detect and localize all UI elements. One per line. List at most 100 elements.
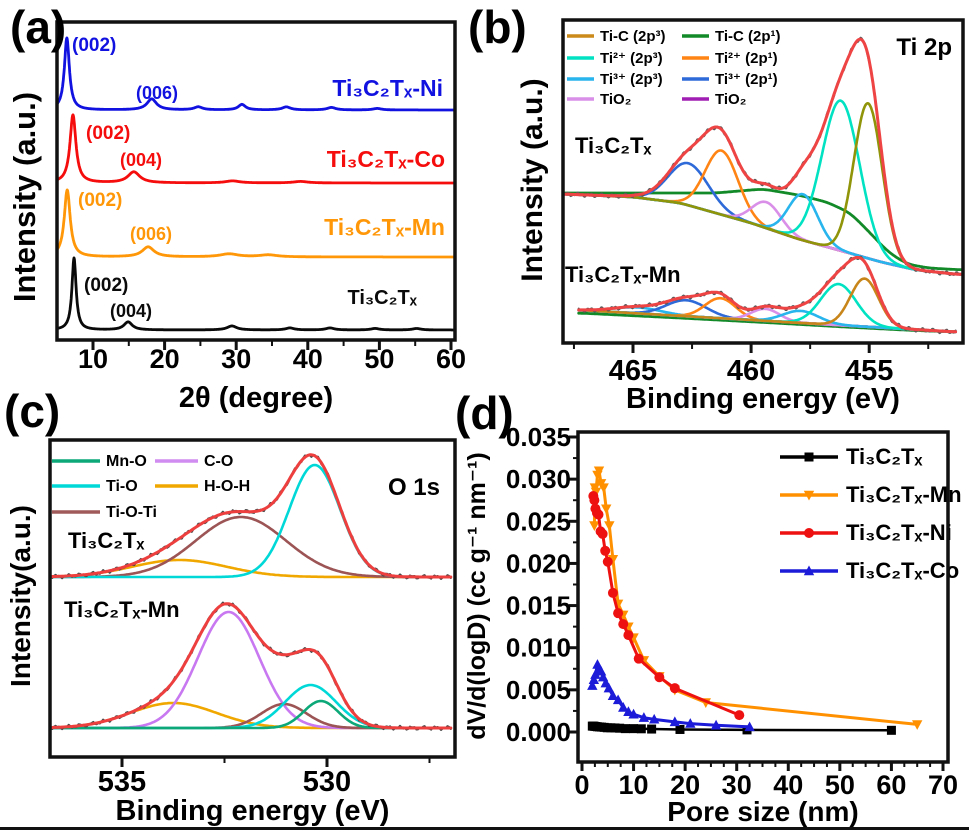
legend-label: TiO₂ (715, 91, 746, 108)
panel-c-corner-label: O 1s (387, 474, 440, 501)
marker-triangle-up (607, 690, 619, 700)
y-tick-label: 0.035 (506, 422, 571, 452)
panel-a-curves (57, 36, 455, 332)
marker-triangle-down (593, 466, 605, 477)
x-tick-label: 40 (293, 344, 323, 374)
peak-annotation: (004) (110, 301, 152, 321)
peak-annotation: (002) (84, 275, 128, 296)
marker-circle (734, 710, 745, 721)
data-series-line (590, 663, 752, 729)
legend-label: Ti-C (2p¹) (715, 28, 781, 45)
panel-a-label: (a) (10, 1, 67, 53)
marker-triangle-up (648, 713, 660, 724)
panel-b-x-axis-title: Binding energy (eV) (626, 383, 900, 415)
legend-label: Ti²⁺ (2p³) (600, 50, 663, 67)
panel-d-x-axis-title: Pore size (nm) (667, 796, 859, 827)
panel-b-y-axis-title: Intensity (a.u.) (516, 78, 549, 282)
legend-label: Ti³⁺ (2p³) (600, 71, 663, 88)
panel-b-label: (b) (468, 1, 527, 53)
x-tick-label: 70 (928, 770, 958, 800)
fit-component (563, 99, 963, 276)
legend-label: Ti-C (2p³) (600, 28, 666, 45)
panel-c-y-axis-title: Intensity(a.u.) (5, 505, 36, 688)
panel-c-axes: 535 530 Mn-O Ti-O Ti-O-Ti C-O H-O-H (52, 453, 431, 798)
panel-b-curves (563, 36, 963, 335)
x-tick-label: 30 (722, 770, 752, 800)
x-tick-label: 20 (150, 344, 180, 374)
x-tick-label: 460 (727, 355, 775, 387)
panel-a-axes: 10 20 30 40 50 60 (002) (006) (002) (004) (002) (00… (72, 35, 466, 374)
marker-triangle-down (589, 521, 600, 531)
marker-triangle-up (669, 716, 681, 727)
y-tick-label: 0.005 (506, 675, 571, 705)
legend-label: Ti₃C₂Tₓ-Ni (846, 520, 952, 545)
marker-square (636, 724, 646, 734)
marker-circle (669, 683, 680, 694)
peak-annotation: (002) (72, 35, 116, 56)
marker-triangle-up (710, 719, 722, 730)
data-series-line (591, 494, 741, 717)
fit-component (51, 515, 453, 579)
panel-d-y-axis-title: dV/d(logD) (cc g⁻¹ nm⁻¹) (463, 452, 491, 740)
y-tick-label: 0.020 (506, 548, 571, 578)
y-tick-label: 0.000 (506, 717, 571, 747)
marker-square (629, 724, 639, 734)
marker-circle (593, 509, 604, 520)
marker-circle (607, 587, 618, 598)
x-tick-label: 0 (574, 770, 589, 800)
data-series-line (592, 469, 919, 726)
marker-triangle-down (601, 504, 612, 515)
panel-a-y-axis-title: Intensity (a.u.) (7, 91, 42, 303)
marker-triangle-down (604, 521, 615, 531)
marker-square (804, 452, 814, 462)
marker-triangle-down (803, 490, 815, 501)
x-tick-label: 30 (221, 344, 251, 374)
marker-square (675, 724, 685, 734)
y-tick-label: 0.015 (506, 591, 571, 621)
marker-triangle-up (638, 712, 650, 722)
background-line-green (563, 188, 963, 272)
marker-triangle-up (588, 674, 600, 684)
marker-square (647, 724, 657, 734)
x-tick-label: 40 (773, 770, 803, 800)
peak-annotation: (004) (120, 150, 162, 170)
x-tick-label: 20 (670, 770, 700, 800)
x-tick-label: 465 (609, 355, 657, 387)
peak-annotation: (002) (86, 123, 130, 144)
legend-label: Ti²⁺ (2p¹) (715, 50, 778, 67)
panel-c-curves (50, 453, 453, 731)
legend-label: Ti₃C₂Tₓ (846, 444, 923, 469)
marker-circle (597, 528, 608, 539)
marker-triangle-up (590, 669, 601, 679)
marker-square (615, 723, 625, 733)
marker-circle (613, 608, 624, 619)
y-tick-label: 0.010 (506, 633, 571, 663)
panel-b-corner-label: Ti 2p (896, 34, 952, 61)
marker-triangle-up (685, 718, 696, 728)
series-label: Ti₃C₂Tₓ (347, 287, 417, 309)
legend-label: Ti-O (106, 478, 138, 495)
plot-frame (48, 438, 457, 759)
marker-triangle-up (618, 702, 629, 712)
marker-triangle-down (912, 720, 923, 730)
bottom-divider (0, 827, 969, 830)
panel-b-axes: 465 460 455 Ti-C (2p³) Ti²⁺ (2p³) Ti³⁺ (2p³) T… (567, 28, 930, 387)
plot-frame (576, 430, 950, 764)
marker-square (620, 724, 630, 734)
marker-triangle-up (628, 708, 639, 719)
xrd-curve (57, 256, 455, 332)
plot-frame (561, 18, 965, 345)
y-tick-label: 0.030 (506, 464, 571, 494)
panel-a-x-axis-title: 2θ (degree) (178, 382, 334, 414)
legend-label: Ti-O-Ti (106, 504, 157, 521)
panel-d-curves (587, 466, 923, 735)
panel-c-x-axis-title: Binding energy (eV) (115, 795, 390, 827)
fit-envelope (50, 602, 453, 730)
panel-d-label: (d) (455, 387, 514, 439)
panel-b-spectrum-label-pristine: Ti₃C₂Tₓ (575, 133, 652, 158)
legend-label: C-O (204, 453, 233, 470)
plot-frame (55, 20, 457, 342)
panel-d-axes: 0 10 20 30 40 50 60 70 0.000 0.005 0.010 0.015 0.020… (506, 422, 962, 800)
x-tick-label: 455 (845, 355, 893, 387)
series-label: Ti₃C₂Tₓ-Mn (324, 214, 445, 240)
